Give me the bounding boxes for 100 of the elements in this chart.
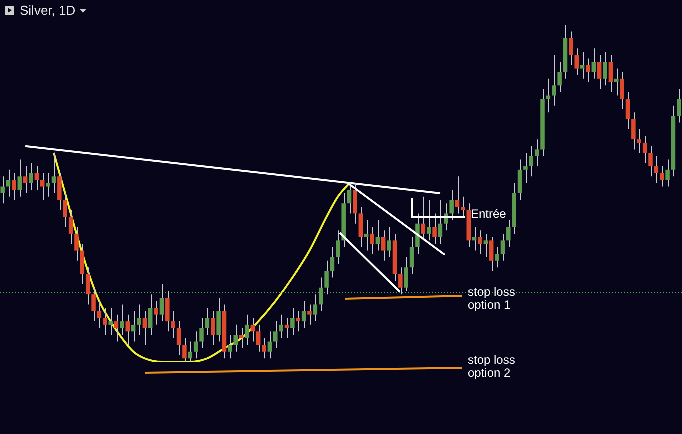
candlestick bbox=[626, 92, 630, 130]
candlestick bbox=[358, 206, 364, 248]
candlestick bbox=[228, 334, 232, 360]
candlestick bbox=[80, 244, 85, 285]
candlestick bbox=[171, 310, 176, 339]
candlestick bbox=[398, 267, 403, 296]
candlestick bbox=[432, 213, 437, 245]
candlestick bbox=[284, 318, 290, 339]
candlestick bbox=[677, 88, 682, 124]
candlestick bbox=[160, 284, 164, 322]
candlestick bbox=[154, 300, 158, 326]
candlestick bbox=[524, 152, 528, 184]
candlestick bbox=[239, 328, 244, 350]
candlestick bbox=[500, 233, 506, 262]
candlestick bbox=[318, 277, 324, 312]
candlestick bbox=[68, 210, 74, 245]
candlestick bbox=[46, 172, 50, 198]
candlestick bbox=[52, 152, 56, 194]
candlestick bbox=[632, 112, 636, 150]
candlestick bbox=[40, 172, 45, 201]
candlestick bbox=[86, 267, 90, 306]
candlestick bbox=[450, 190, 454, 221]
candlestick bbox=[108, 308, 113, 336]
candlestick bbox=[313, 294, 318, 322]
candlestick bbox=[426, 200, 432, 242]
candlestick bbox=[6, 169, 11, 198]
candlestick bbox=[256, 324, 261, 352]
candlestick bbox=[137, 304, 142, 336]
candlestick bbox=[336, 230, 340, 265]
candlestick bbox=[347, 182, 352, 214]
candlestick bbox=[387, 226, 392, 258]
candlestick bbox=[455, 176, 460, 214]
candlestick bbox=[200, 318, 204, 350]
candlestick bbox=[92, 287, 96, 322]
candlestick bbox=[614, 68, 619, 96]
candlestick bbox=[597, 54, 602, 90]
candlestick bbox=[421, 196, 426, 242]
candlestick bbox=[58, 172, 62, 211]
candlestick bbox=[353, 182, 358, 224]
candlestick bbox=[642, 136, 648, 164]
candlestick bbox=[12, 172, 16, 201]
candlestick bbox=[188, 341, 193, 362]
candlestick bbox=[18, 159, 22, 198]
candlestick bbox=[620, 72, 624, 110]
candlestick bbox=[495, 246, 500, 268]
candlestick bbox=[603, 51, 608, 86]
candlestick bbox=[0, 176, 5, 204]
candlestick bbox=[34, 166, 40, 191]
candlestick bbox=[250, 318, 256, 342]
candlestick bbox=[210, 310, 216, 346]
candlestick bbox=[148, 294, 153, 336]
candlestick bbox=[279, 314, 284, 339]
candlestick bbox=[506, 220, 511, 248]
candlestick bbox=[176, 321, 182, 356]
candlestick bbox=[489, 236, 494, 272]
candlestick bbox=[308, 304, 312, 326]
candlestick bbox=[637, 128, 642, 154]
candlestick bbox=[131, 310, 136, 342]
candlestick bbox=[126, 314, 130, 346]
candlestick bbox=[302, 300, 306, 329]
candlestick bbox=[569, 31, 574, 66]
candlestick bbox=[580, 51, 585, 80]
candlestick bbox=[660, 166, 664, 188]
candlestick bbox=[484, 233, 488, 258]
candlestick bbox=[23, 166, 28, 194]
candlestick bbox=[586, 58, 590, 83]
candlestick bbox=[364, 220, 369, 252]
candlestick bbox=[29, 162, 34, 191]
candlestick bbox=[529, 146, 534, 178]
candlestick bbox=[74, 226, 79, 262]
candlestick bbox=[194, 331, 198, 360]
candlestick bbox=[410, 236, 414, 275]
candlestick bbox=[381, 230, 386, 262]
candlestick bbox=[296, 310, 301, 332]
candlestick bbox=[416, 213, 420, 255]
candlestick bbox=[142, 310, 148, 346]
candlestick bbox=[166, 290, 170, 332]
candlestick bbox=[376, 220, 380, 252]
candlestick bbox=[103, 308, 108, 336]
candlestick bbox=[120, 304, 124, 336]
candlestick bbox=[461, 196, 466, 218]
candlestick bbox=[330, 246, 335, 278]
candlestick bbox=[216, 297, 221, 342]
candlestick bbox=[290, 308, 295, 336]
candlestick bbox=[592, 48, 596, 80]
candlestick bbox=[534, 139, 540, 168]
candlestick bbox=[608, 54, 614, 93]
candlestick bbox=[666, 159, 670, 188]
candlestick bbox=[648, 146, 653, 178]
annotation: stop loss option 2 bbox=[468, 353, 516, 380]
candlestick bbox=[574, 48, 579, 76]
candlestick bbox=[438, 200, 443, 245]
candlestick bbox=[478, 230, 482, 255]
annotation: stop loss option 1 bbox=[468, 285, 516, 312]
candlestick bbox=[552, 54, 556, 106]
candlestick bbox=[324, 260, 329, 296]
candlestick bbox=[274, 321, 278, 350]
candlestick bbox=[262, 338, 266, 360]
chart-title: Silver, 1D bbox=[20, 3, 76, 18]
candlestick bbox=[205, 308, 210, 336]
